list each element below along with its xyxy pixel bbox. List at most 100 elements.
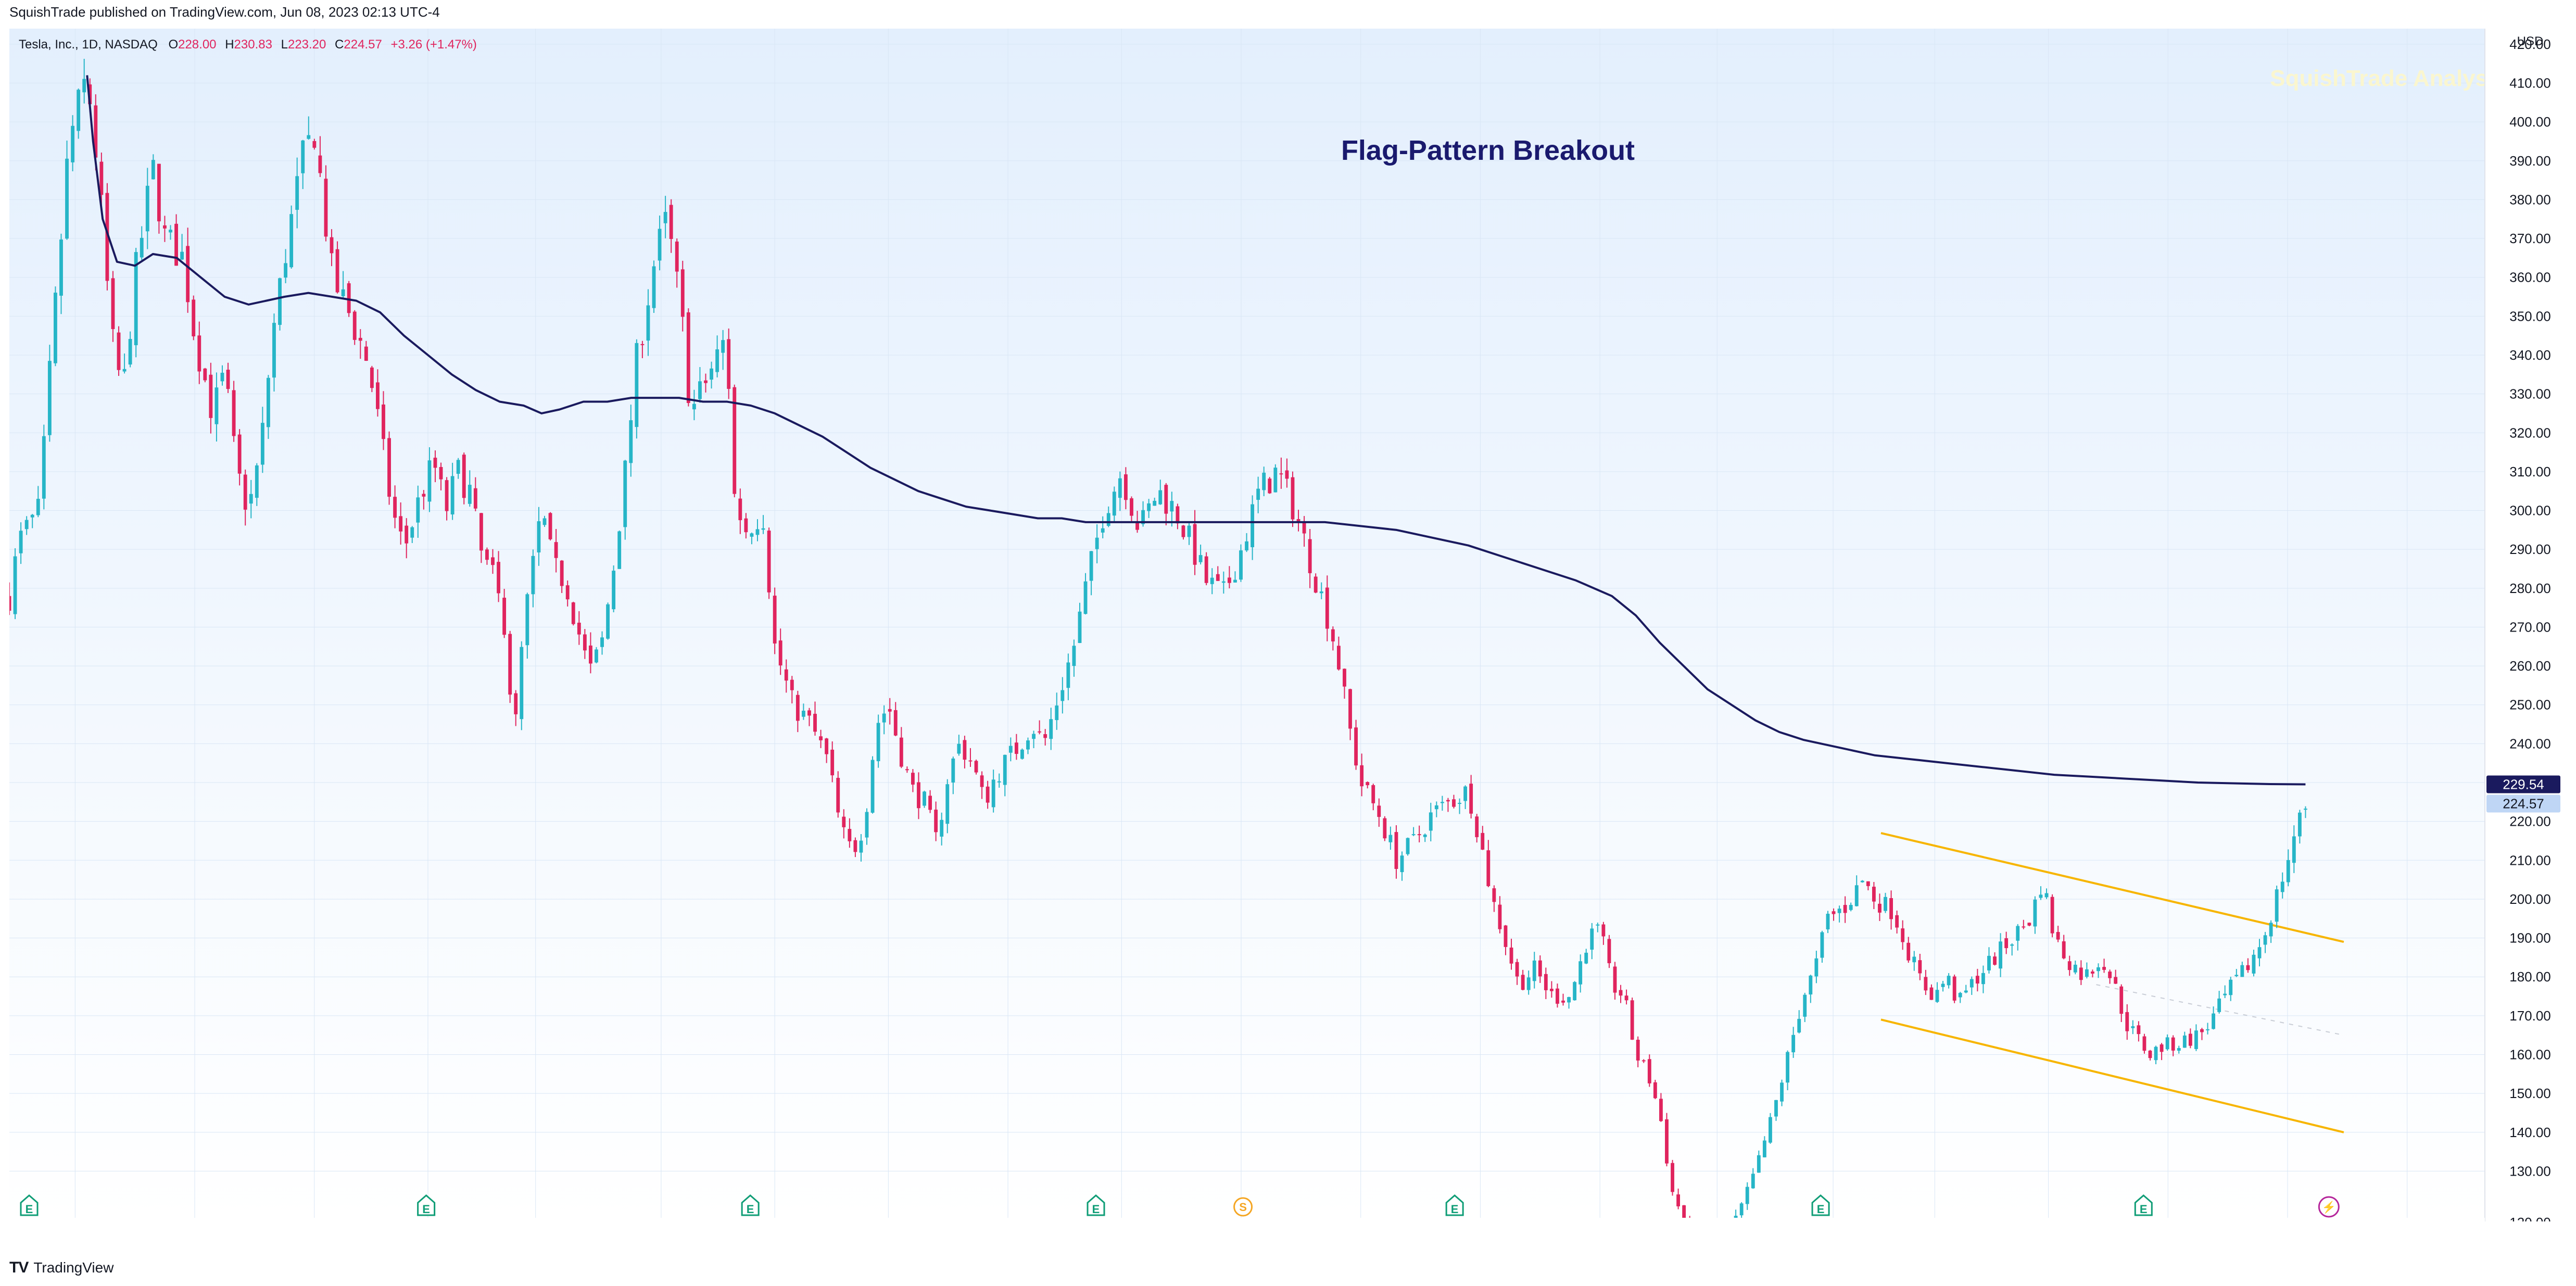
earnings-icon xyxy=(2134,1194,2153,1216)
candle-body xyxy=(968,760,973,762)
price-axis[interactable] xyxy=(2485,29,2563,1221)
candle-body xyxy=(1060,690,1065,701)
candle-body xyxy=(36,499,40,515)
candle-body xyxy=(1331,629,1335,641)
candle-body xyxy=(214,387,219,424)
candlestick-chart[interactable]: E E E E S E E E ⚡ Tesla, Inc., 1D, NASDAQ O228.0… xyxy=(9,29,2563,1221)
candle-body xyxy=(1665,1119,1669,1164)
candle-body xyxy=(859,840,863,853)
candle-body xyxy=(151,160,155,180)
time-axis[interactable] xyxy=(9,1218,2485,1221)
price-tick-label: 360.00 xyxy=(2509,270,2551,285)
candle-body xyxy=(710,368,713,380)
candle-body xyxy=(2125,1012,2129,1031)
candle-body xyxy=(675,241,679,272)
candle-body xyxy=(1262,472,1266,490)
candle-body xyxy=(169,230,172,233)
candles xyxy=(9,58,2307,1221)
candle-body xyxy=(1233,579,1237,583)
candle-body xyxy=(807,710,811,716)
earnings-icon xyxy=(417,1194,436,1216)
price-tick-label: 160.00 xyxy=(2509,1047,2551,1063)
price-tick-label: 410.00 xyxy=(2509,75,2551,91)
candle-body xyxy=(1383,818,1387,839)
earnings-icon-label: E xyxy=(2140,1203,2148,1216)
candle-body xyxy=(134,252,138,346)
candle-body xyxy=(1452,799,1456,807)
candle-body xyxy=(1780,1082,1784,1102)
price-tick-label: 310.00 xyxy=(2509,464,2551,480)
candle-body xyxy=(2027,923,2031,926)
candle-body xyxy=(2004,938,2009,949)
candle-body xyxy=(1607,939,1611,964)
candle-body xyxy=(1820,932,1824,958)
candle-body xyxy=(2234,975,2239,976)
candle-body xyxy=(1153,500,1157,506)
candle-body xyxy=(174,223,178,266)
candle-body xyxy=(352,311,357,340)
chart-frame[interactable]: E E E E S E E E ⚡ Tesla, Inc., 1D, NASDAQ O228.0… xyxy=(9,29,2563,1221)
candle-body xyxy=(433,458,437,468)
candle-body xyxy=(1803,994,1807,1017)
candle-body xyxy=(65,158,69,239)
candle-body xyxy=(1176,506,1180,524)
candle-body xyxy=(2304,809,2307,810)
candle-body xyxy=(456,460,460,474)
candle-body xyxy=(1072,646,1076,666)
price-tick-label: 210.00 xyxy=(2509,852,2551,868)
candle-body xyxy=(951,758,955,783)
candle-body xyxy=(1256,488,1260,500)
candle-body xyxy=(237,434,242,474)
low-value: 223.20 xyxy=(288,37,326,52)
candle-body xyxy=(629,420,633,463)
candle-body xyxy=(1371,785,1375,803)
close-label: C xyxy=(335,37,344,52)
candle-body xyxy=(1158,490,1163,505)
candle-body xyxy=(554,542,558,558)
candle-body xyxy=(1884,897,1887,911)
candle-body xyxy=(606,604,610,639)
candle-body xyxy=(1601,924,1606,937)
candle-body xyxy=(140,237,144,258)
candle-body xyxy=(1319,591,1323,594)
candle-body xyxy=(865,812,869,838)
candle-body xyxy=(445,480,449,511)
candle-body xyxy=(1135,521,1139,530)
candle-body xyxy=(1682,1205,1686,1218)
candle-body xyxy=(595,649,598,663)
price-tick-label: 170.00 xyxy=(2509,1008,2551,1024)
candle-body xyxy=(1038,731,1042,733)
candle-body xyxy=(2188,1033,2192,1046)
channel-lower-line xyxy=(1880,1018,2344,1133)
candle-body xyxy=(88,84,92,105)
candle-body xyxy=(335,249,339,293)
candle-body xyxy=(266,377,270,427)
price-tick-label: 270.00 xyxy=(2509,619,2551,635)
candle-body xyxy=(1676,1194,1681,1207)
candle-body xyxy=(940,819,944,837)
candle-body xyxy=(1003,754,1007,785)
candle-body xyxy=(560,560,564,586)
candle-body xyxy=(1066,662,1070,688)
candle-body xyxy=(47,361,52,435)
candle-body xyxy=(1014,742,1018,754)
candle-body xyxy=(917,782,920,809)
chart-title: Flag-Pattern Breakout xyxy=(1341,135,1635,166)
candle-body xyxy=(416,497,420,523)
candle-body xyxy=(1498,904,1502,929)
candle-body xyxy=(1786,1052,1790,1083)
price-tick-label: 390.00 xyxy=(2509,153,2551,169)
price-tick-label: 380.00 xyxy=(2509,192,2551,207)
candle-body xyxy=(577,622,581,635)
candle-body xyxy=(882,713,886,723)
candle-body xyxy=(617,531,622,569)
candle-body xyxy=(502,597,507,635)
candle-body xyxy=(612,571,616,610)
candle-body xyxy=(1630,1000,1634,1040)
symbol-name: Tesla, Inc., 1D, NASDAQ xyxy=(19,37,158,52)
candle-body xyxy=(1843,905,1847,913)
candle-body xyxy=(1026,740,1030,750)
candle-body xyxy=(888,709,892,712)
candle-body xyxy=(2108,972,2112,978)
candle-body xyxy=(295,176,299,210)
